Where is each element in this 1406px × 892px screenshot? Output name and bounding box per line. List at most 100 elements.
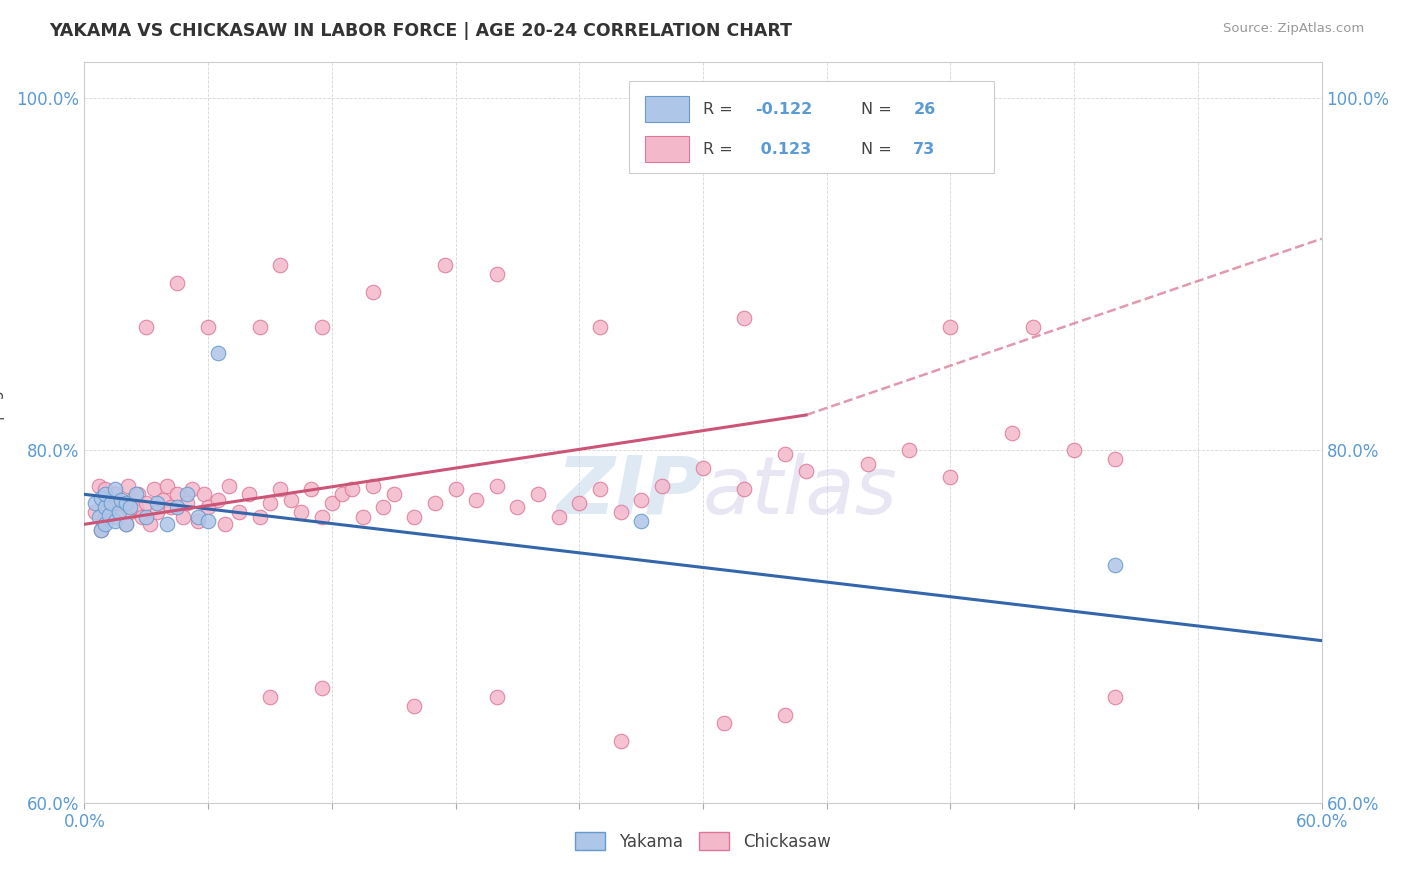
Point	[713, 716, 735, 731]
Point	[156, 478, 179, 492]
Point	[108, 505, 131, 519]
Point	[373, 500, 395, 514]
Point	[299, 482, 322, 496]
Point	[856, 458, 879, 472]
Point	[131, 510, 153, 524]
Point	[94, 500, 117, 514]
Point	[1104, 558, 1126, 572]
Point	[259, 496, 281, 510]
Point	[160, 500, 183, 514]
Point	[269, 258, 291, 272]
Text: N =: N =	[862, 102, 897, 117]
Point	[485, 478, 508, 492]
Point	[506, 500, 529, 514]
Point	[485, 267, 508, 281]
Point	[197, 500, 219, 514]
Point	[352, 510, 374, 524]
Point	[117, 478, 139, 492]
Text: 73: 73	[914, 142, 935, 157]
Point	[630, 492, 652, 507]
Point	[311, 319, 333, 334]
Point	[143, 482, 166, 496]
Point	[609, 505, 631, 519]
Point	[83, 505, 105, 519]
Point	[104, 514, 127, 528]
Point	[118, 505, 141, 519]
Point	[187, 510, 209, 524]
Point	[207, 492, 229, 507]
Point	[121, 492, 143, 507]
Point	[589, 319, 612, 334]
Point	[197, 319, 219, 334]
Point	[423, 496, 446, 510]
Point	[176, 496, 198, 510]
Point	[105, 510, 128, 524]
Point	[125, 487, 148, 501]
Point	[104, 482, 127, 496]
Point	[434, 258, 457, 272]
Text: ZIP: ZIP	[555, 453, 703, 531]
Point	[207, 346, 229, 360]
Point	[90, 523, 112, 537]
Point	[94, 482, 117, 496]
Point	[98, 496, 121, 510]
Point	[187, 514, 209, 528]
FancyBboxPatch shape	[645, 96, 689, 121]
Point	[172, 510, 194, 524]
Point	[152, 492, 174, 507]
Point	[330, 487, 353, 501]
Point	[342, 482, 364, 496]
Point	[87, 510, 110, 524]
Point	[156, 517, 179, 532]
Point	[104, 487, 127, 501]
Point	[87, 478, 110, 492]
Text: R =: R =	[703, 102, 738, 117]
Point	[692, 461, 714, 475]
Point	[193, 487, 215, 501]
Point	[94, 487, 117, 501]
Point	[1063, 443, 1085, 458]
Point	[110, 496, 132, 510]
Point	[939, 469, 962, 483]
Point	[110, 492, 132, 507]
Point	[311, 681, 333, 696]
Point	[114, 517, 136, 532]
Point	[1104, 452, 1126, 467]
Point	[382, 487, 405, 501]
Point	[361, 478, 384, 492]
Point	[90, 491, 112, 505]
Y-axis label: In Labor Force | Age 20-24: In Labor Force | Age 20-24	[0, 332, 6, 533]
Point	[321, 496, 343, 510]
Point	[444, 482, 467, 496]
Text: N =: N =	[862, 142, 897, 157]
Point	[180, 482, 202, 496]
Point	[83, 496, 105, 510]
Text: Source: ZipAtlas.com: Source: ZipAtlas.com	[1223, 22, 1364, 36]
Point	[630, 514, 652, 528]
Point	[609, 734, 631, 748]
Point	[404, 510, 426, 524]
Point	[127, 487, 149, 501]
Point	[249, 510, 271, 524]
Point	[176, 487, 198, 501]
Point	[775, 707, 797, 722]
Point	[651, 478, 673, 492]
Point	[166, 500, 188, 514]
Point	[94, 517, 117, 532]
Point	[733, 482, 755, 496]
Point	[733, 311, 755, 326]
Point	[259, 690, 281, 704]
Point	[228, 505, 250, 519]
Legend: Yakama, Chickasaw: Yakama, Chickasaw	[569, 825, 837, 857]
Point	[114, 496, 136, 510]
Point	[589, 482, 612, 496]
Point	[1022, 319, 1045, 334]
Point	[794, 464, 817, 478]
Point	[100, 496, 122, 510]
Point	[404, 698, 426, 713]
Point	[527, 487, 550, 501]
Text: 26: 26	[914, 102, 935, 117]
Point	[135, 510, 157, 524]
Text: YAKAMA VS CHICKASAW IN LABOR FORCE | AGE 20-24 CORRELATION CHART: YAKAMA VS CHICKASAW IN LABOR FORCE | AGE…	[49, 22, 792, 40]
Point	[568, 496, 591, 510]
